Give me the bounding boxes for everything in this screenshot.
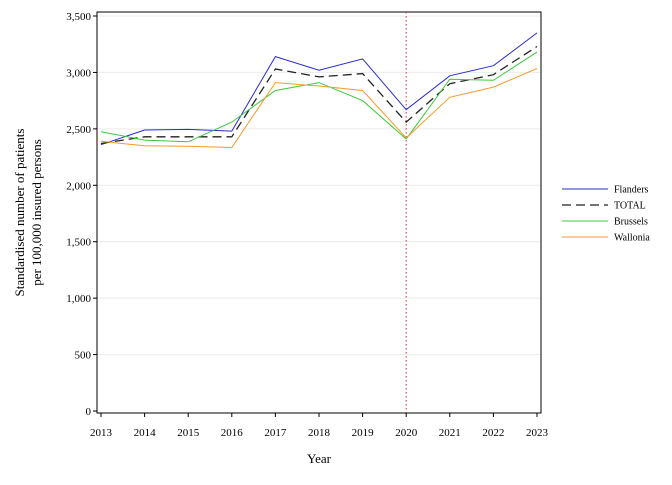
x-tick-label-2018: 2018 (308, 427, 331, 439)
series-lines (100, 32, 538, 149)
legend-label-wallonia: Wallonia (614, 233, 650, 244)
x-tick-label-2020: 2020 (395, 427, 418, 439)
series-line-wallonia (100, 68, 538, 149)
x-tick-label-2023: 2023 (526, 427, 549, 439)
x-tick-label-2019: 2019 (352, 427, 375, 439)
y-tick-label-0: 0 (86, 406, 92, 418)
legend-label-flanders: Flanders (614, 185, 649, 196)
x-axis: 2013 2014 2015 2016 2017 2018 2019 2020 2021 2022… (90, 413, 549, 439)
series-line-total (100, 45, 538, 145)
x-tick-label-2017: 2017 (264, 427, 287, 439)
y-axis: 0 500 1,000 1,500 2,000 2,500 3,000 3,500 (66, 11, 97, 418)
gridlines (97, 15, 541, 356)
legend-label-total: TOTAL (614, 201, 646, 212)
series-line-flanders (100, 32, 538, 146)
y-tick-label-1500: 1,500 (66, 237, 91, 249)
y-axis-title-line2: per 100,000 insured persons (29, 139, 44, 286)
y-tick-label-3500: 3,500 (66, 11, 91, 23)
x-axis-title: Year (307, 451, 332, 466)
y-tick-label-2000: 2,000 (66, 180, 91, 192)
x-tick-label-2021: 2021 (439, 427, 461, 439)
x-tick-label-2015: 2015 (177, 427, 200, 439)
y-tick-label-2500: 2,500 (66, 124, 91, 136)
y-axis-title-line1: Standardised number of patients (12, 129, 27, 297)
x-tick-label-2016: 2016 (221, 427, 244, 439)
legend-label-brussels: Brussels (614, 217, 648, 228)
x-tick-label-2022: 2022 (482, 427, 504, 439)
series-line-brussels (100, 51, 538, 143)
x-tick-label-2013: 2013 (90, 427, 113, 439)
legend: Flanders TOTAL Brussels Wallonia (562, 185, 650, 244)
y-tick-label-1000: 1,000 (66, 293, 91, 305)
y-tick-label-3000: 3,000 (66, 67, 91, 79)
y-tick-label-500: 500 (75, 350, 92, 362)
x-tick-label-2014: 2014 (134, 427, 157, 439)
